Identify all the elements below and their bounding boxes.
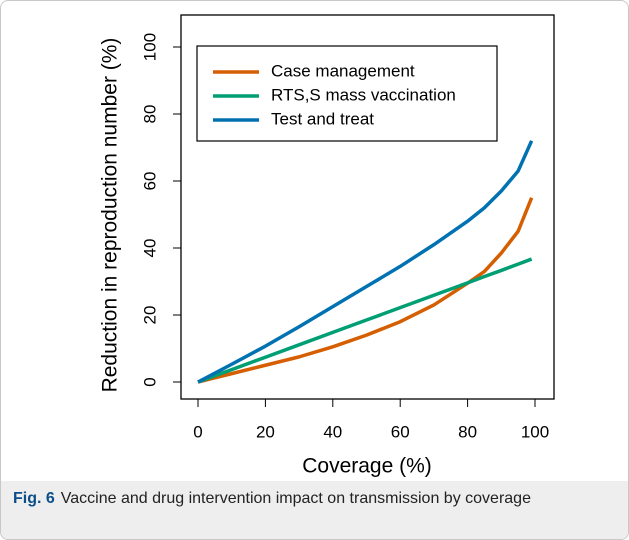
legend-label: RTS,S mass vaccination (271, 85, 456, 104)
y-tick-label: 20 (140, 306, 159, 325)
caption-label: Fig. 6 (13, 490, 55, 507)
y-tick-label: 40 (140, 239, 159, 258)
y-tick-label: 60 (140, 172, 159, 191)
chart: Coverage (%) Reduction in reproduction n… (99, 14, 555, 478)
x-tick-label: 60 (391, 422, 410, 441)
x-tick-label: 100 (521, 422, 549, 441)
y-axis-label: Reduction in reproduction number (%) (99, 38, 122, 393)
y-tick-label: 0 (140, 377, 159, 386)
x-axis-label: Coverage (%) (302, 455, 432, 478)
legend-label: Test and treat (271, 109, 374, 128)
y-tick-label: 100 (140, 33, 159, 61)
y-tick-label: 80 (140, 105, 159, 124)
x-tick-label: 80 (458, 422, 477, 441)
x-tick-label: 20 (256, 422, 275, 441)
series-line (197, 140, 534, 384)
caption: Fig. 6 Vaccine and drug intervention impa… (1, 481, 628, 539)
legend-box (196, 45, 498, 142)
series-line (197, 257, 533, 384)
caption-text: Vaccine and drug intervention impact on … (60, 490, 531, 507)
x-tick-label: 40 (323, 422, 342, 441)
x-tick-label: 0 (193, 422, 202, 441)
legend-label: Case management (271, 61, 415, 80)
series-line (197, 197, 534, 384)
